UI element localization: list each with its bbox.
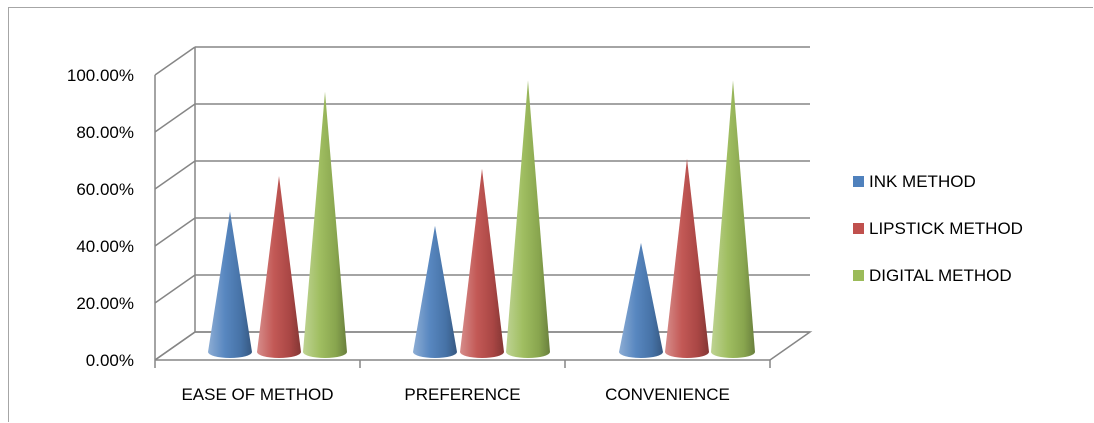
x-tick-label-1: PREFERENCE	[404, 385, 520, 404]
cone-1-2	[665, 158, 709, 358]
y-tick-label-1: 20.00%	[76, 294, 134, 313]
axis-layer	[154, 47, 813, 368]
legend-swatch-ink	[853, 176, 864, 187]
cone-2-2	[711, 80, 755, 359]
gridline-side-4	[154, 103, 196, 133]
cone-2-0	[303, 91, 347, 359]
gridline-side-5	[154, 46, 196, 76]
legend-swatch-digital	[853, 270, 864, 281]
cone-2-1	[506, 80, 550, 359]
gridline-side-2	[154, 217, 196, 247]
legend-swatch-lipstick	[853, 223, 864, 234]
label-layer: 0.00% 20.00% 40.00% 60.00% 80.00% 100.00% EASE…	[67, 66, 730, 404]
gridline-side-1	[154, 274, 196, 304]
legend-label-digital: DIGITAL METHOD	[869, 265, 1012, 285]
legend: INK METHOD LIPSTICK METHOD DIGITAL METHO…	[853, 158, 1023, 299]
y-tick-label-0: 0.00%	[86, 351, 134, 370]
chart-frame	[8, 7, 1093, 422]
y-tick-label-3: 60.00%	[76, 180, 134, 199]
cone-1-1	[460, 168, 504, 358]
legend-item-lipstick: LIPSTICK METHOD	[853, 205, 1023, 252]
legend-item-ink: INK METHOD	[853, 158, 1023, 205]
x-tick-label-0: EASE OF METHOD	[181, 385, 333, 404]
legend-item-digital: DIGITAL METHOD	[853, 252, 1023, 299]
y-tick-label-2: 40.00%	[76, 237, 134, 256]
cone-0-0	[208, 211, 252, 358]
y-tick-label-4: 80.00%	[76, 123, 134, 142]
cone-layer	[208, 80, 755, 359]
y-tick-label-5: 100.00%	[67, 66, 134, 85]
legend-label-ink: INK METHOD	[869, 171, 976, 191]
cone-1-0	[257, 175, 301, 358]
x-tick-label-2: CONVENIENCE	[605, 385, 730, 404]
cone-0-2	[619, 242, 663, 358]
legend-label-lipstick: LIPSTICK METHOD	[869, 218, 1023, 238]
floor	[154, 331, 813, 361]
cone-0-1	[413, 225, 457, 358]
gridline-side-3	[154, 160, 196, 190]
